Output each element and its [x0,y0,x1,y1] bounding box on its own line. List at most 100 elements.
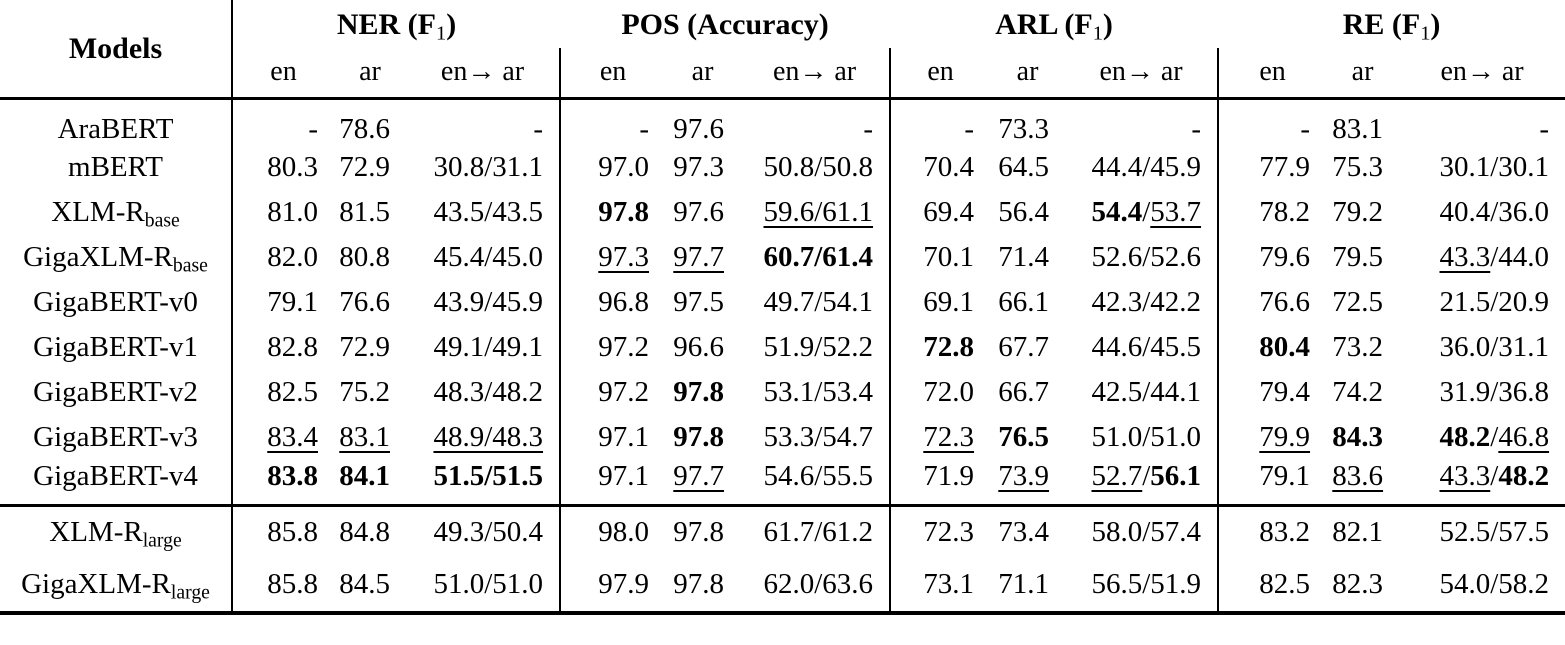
score-cell: 31.9/36.8 [1439,375,1550,408]
score-cell: 48.2/46.8 [1439,420,1550,453]
score-cell: 66.7 [998,375,1050,408]
score-cell: 58.0/57.4 [1065,503,1219,560]
score-cell: 70.1 [889,235,991,281]
subheader-re-enar: en→ ar [1399,48,1565,100]
score-cell: - [1539,112,1550,145]
model-name: GigaBERT-v4 [0,460,233,506]
score-cell: 49.7/54.1 [763,285,874,318]
score-cell: 64.5 [998,150,1050,183]
score-cell: 73.3 [998,112,1050,145]
score-cell: 53.3/54.7 [763,420,874,453]
score-cell: 54.4/53.7 [1091,195,1202,228]
score-cell: 97.8 [673,375,725,408]
score-cell: 45.4/45.0 [433,240,544,273]
score-cell: 69.1 [889,280,991,326]
score-cell: 97.8 [559,190,666,236]
score-cell: 52.6/52.6 [1091,240,1202,273]
model-name: GigaBERT-v1 [0,325,233,371]
score-cell: 71.4 [998,240,1050,273]
score-cell: - [1217,98,1327,146]
score-cell: 76.5 [998,420,1050,453]
score-cell: 48.3/48.2 [433,375,544,408]
score-cell: 56.5/51.9 [1091,568,1202,601]
score-cell: 49.3/50.4 [406,503,561,560]
subheader-row: en ar en→ ar en ar en→ ar en ar en→ ar e… [0,48,1565,100]
score-cell: 81.0 [267,195,318,228]
score-cell: 44.6/45.5 [1091,330,1202,363]
score-cell: 48.9/48.3 [433,420,544,453]
model-name: XLM-Rlarge [0,503,233,560]
score-cell: 82.5 [267,375,318,408]
score-cell: 74.2 [1332,375,1384,408]
score-cell: 97.7 [673,460,725,493]
score-cell: 80.4 [1217,325,1327,371]
score-cell: 78.2 [1217,190,1327,236]
score-cell: 96.8 [559,280,666,326]
table-row: mBERT 80.3 72.9 30.8/31.1 97.0 97.3 50.8/50.8 7… [0,145,1565,191]
score-cell: 73.9 [998,460,1050,493]
score-cell: 51.0/51.0 [1091,420,1202,453]
score-cell: 42.5/44.1 [1091,375,1202,408]
table-row: GigaBERT-v0 79.1 76.6 43.9/45.9 96.8 97.5 49.7… [0,280,1565,326]
score-cell: 56.4 [998,195,1050,228]
table-row: GigaBERT-v1 82.8 72.9 49.1/49.1 97.2 96.6 51.9… [0,325,1565,371]
score-cell: 82.5 [1217,559,1327,614]
score-cell: 61.7/61.2 [740,503,891,560]
score-cell: - [1191,112,1202,145]
score-cell: 97.6 [673,112,725,145]
score-cell: 85.8 [267,568,318,601]
score-cell: 81.5 [339,195,390,228]
score-cell: - [863,112,874,145]
score-cell: 51.0/51.0 [433,568,544,601]
table-row: XLM-Rbase 81.0 81.5 43.5/43.5 97.8 97.6 59.6/6… [0,190,1565,236]
subheader-ner-enar: en→ ar [406,48,561,100]
score-cell: 82.0 [267,240,318,273]
table-row: GigaBERT-v3 83.4 83.1 48.9/48.3 97.1 97.8 53.3… [0,415,1565,461]
score-cell: 97.8 [673,568,725,601]
subheader-ner-ar: ar [334,48,406,100]
score-cell: 85.8 [232,503,334,560]
subheader-arl-enar: en→ ar [1065,48,1219,100]
score-cell: 30.8/31.1 [433,150,544,183]
score-cell: 21.5/20.9 [1439,285,1550,318]
subheader-re-en: en [1217,48,1327,100]
score-cell: 80.3 [267,150,318,183]
group-header-ner: NER (F1) [336,7,457,45]
score-cell: 83.1 [1332,112,1384,145]
score-cell: 51.9/52.2 [763,330,874,363]
score-cell: 97.1 [559,415,666,461]
score-cell: 40.4/36.0 [1439,195,1550,228]
score-cell: 72.3 [889,503,991,560]
score-cell: 72.3 [889,415,991,461]
score-cell: 83.4 [267,420,318,453]
score-cell: 62.0/63.6 [763,568,874,601]
score-cell: 43.5/43.5 [433,195,544,228]
score-cell: 79.1 [267,285,318,318]
group-header-re: RE (F1) [1342,7,1441,45]
score-cell: 43.9/45.9 [433,285,544,318]
score-cell: 52.7/56.1 [1091,460,1202,493]
score-cell: 67.7 [998,330,1050,363]
table-row: GigaXLM-Rlarge 85.8 84.5 51.0/51.0 97.9 97.8 6… [0,559,1565,614]
base-models-section: AraBERT -78.6- -97.6- -73.3- -83.1- mBERT 80.3… [0,98,1565,506]
model-name: mBERT [0,145,233,191]
score-cell: 75.3 [1332,150,1384,183]
score-cell: 75.2 [339,375,390,408]
score-cell: 97.9 [559,559,666,614]
score-cell: 50.8/50.8 [763,150,874,183]
score-cell: 49.1/49.1 [433,330,544,363]
score-cell: 72.5 [1332,285,1384,318]
score-cell: 82.8 [267,330,318,363]
group-header-row: Models NER (F1) POS (Accuracy) ARL (F1) … [0,0,1565,100]
score-cell: 97.6 [673,195,725,228]
score-cell: - [533,112,544,145]
score-cell: - [559,98,666,146]
subheader-pos-ar: ar [665,48,741,100]
model-name: GigaXLM-Rlarge [0,559,233,614]
score-cell: 73.2 [1332,330,1384,363]
score-cell: 73.1 [889,559,991,614]
score-cell: 97.8 [665,503,741,560]
score-cell: 97.7 [673,240,725,273]
score-cell: 59.6/61.1 [763,195,874,228]
table-row: GigaBERT-v4 83.8 84.1 51.5/51.5 97.1 97.7 54.6… [0,460,1565,506]
